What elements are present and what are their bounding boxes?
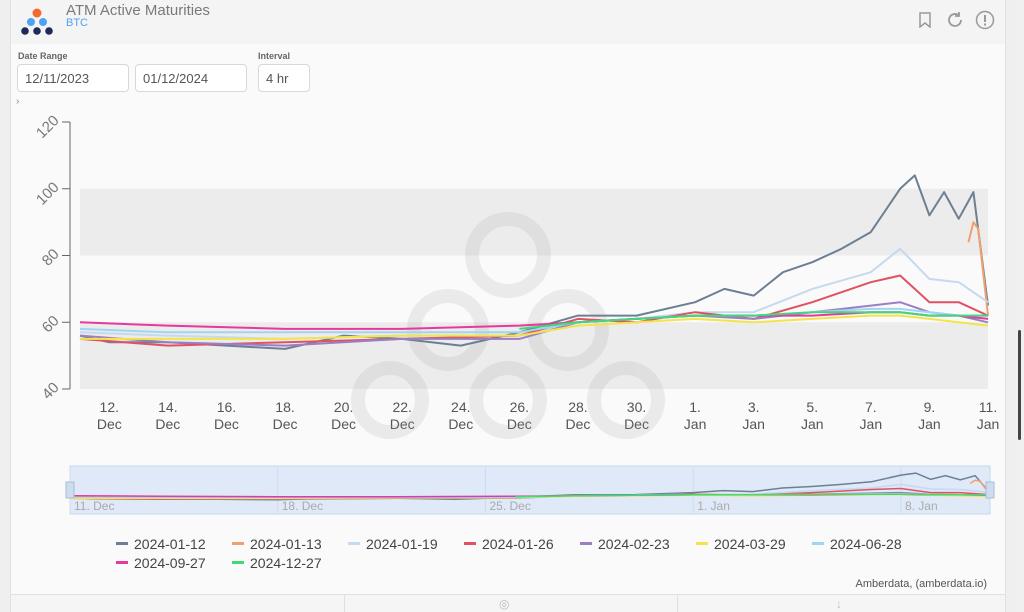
widget-header: ATM Active Maturities BTC [11, 0, 1005, 44]
info-icon[interactable] [975, 10, 995, 30]
x-tick-label: 3. Jan [742, 399, 765, 432]
legend-swatch [812, 542, 824, 545]
legend-swatch [580, 542, 592, 545]
x-tick-label: 26. Dec [507, 399, 532, 432]
legend-swatch [348, 542, 360, 545]
x-tick-label: 5. Jan [801, 399, 824, 432]
legend-swatch [232, 542, 244, 545]
x-tick-label: 11. Jan [977, 399, 1000, 432]
x-tick-label: 7. Jan [860, 399, 883, 432]
download-icon[interactable]: ↓ [836, 597, 842, 611]
navigator-tick-label: 1. Jan [697, 499, 730, 513]
x-tick-label: 12. Dec [97, 399, 122, 432]
x-tick-label: 24. Dec [448, 399, 473, 432]
start-date-input[interactable]: 12/11/2023 [17, 64, 129, 92]
y-tick-label: 40 [39, 379, 63, 403]
x-tick-label: 30. Dec [624, 399, 649, 432]
navigator-tick-label: 8. Jan [905, 499, 938, 513]
legend-item-2024-06-28[interactable]: 2024-06-28 [804, 536, 920, 552]
legend-item-2024-01-13[interactable]: 2024-01-13 [224, 536, 340, 552]
x-tick-label: 28. Dec [565, 399, 590, 432]
x-tick-label: 22. Dec [390, 399, 415, 432]
camera-icon[interactable]: ◎ [499, 597, 510, 611]
y-tick-label: 100 [33, 179, 63, 209]
legend-label: 2024-01-26 [482, 535, 554, 552]
date-range-label: Date Range [18, 51, 68, 61]
chart-area: 40 60 80 100 120 12. Dec 14. Dec 16. Dec 18. Dec 20. D… [33, 112, 1000, 515]
series-line-2024-01-13 [967, 221, 989, 316]
x-tick-label: 16. Dec [214, 399, 239, 432]
interval-select[interactable]: 4 hr [258, 64, 310, 92]
plot-band [80, 188, 988, 256]
data-credit: Amberdata, (amberdata.io) [855, 578, 987, 590]
y-tick-label: 80 [39, 246, 63, 270]
series-line-2024-01-12 [79, 174, 989, 350]
legend-item-2024-01-26[interactable]: 2024-01-26 [456, 536, 572, 552]
legend-label: 2024-01-13 [250, 535, 322, 552]
x-tick-label: 1. Jan [684, 399, 707, 432]
legend-label: 2024-03-29 [714, 535, 786, 552]
navigator-handle-left[interactable] [65, 481, 75, 499]
navigator-series-2024-12-27 [515, 493, 990, 498]
amberdata-logo-icon [21, 8, 53, 35]
end-date-input[interactable]: 01/12/2024 [135, 64, 247, 92]
asset-subtitle: BTC [66, 17, 88, 29]
legend-item-2024-02-23[interactable]: 2024-02-23 [572, 536, 688, 552]
navigator-tick-label: 25. Dec [489, 499, 530, 513]
navigator-series-2024-01-13 [969, 479, 991, 496]
x-tick-label: 20. Dec [331, 399, 356, 432]
y-tick-label: 60 [39, 312, 63, 336]
legend-label: 2024-02-23 [598, 535, 670, 552]
legend-swatch [464, 542, 476, 545]
x-tick-label: 14. Dec [155, 399, 180, 432]
legend-label: 2024-01-12 [134, 535, 206, 552]
interval-label: Interval [258, 51, 291, 61]
refresh-icon[interactable] [945, 10, 965, 30]
legend-label: 2024-09-27 [134, 554, 206, 571]
series-line-2024-03-29 [80, 314, 989, 340]
chart-legend: 2024-01-12 2024-01-13 2024-01-19 2024-01-26… [108, 534, 928, 572]
watermark-logo [351, 212, 665, 439]
widget-footer: ◎ ↓ [11, 594, 1005, 612]
y-tick-label: 120 [33, 112, 63, 142]
series-line-2024-12-27 [519, 311, 988, 330]
legend-label: 2024-06-28 [830, 535, 902, 552]
bookmark-icon[interactable] [915, 10, 935, 30]
series-line-2024-01-26 [79, 274, 989, 347]
legend-label: 2024-12-27 [250, 554, 322, 571]
legend-item-2024-09-27[interactable]: 2024-09-27 [108, 555, 224, 571]
legend-item-2024-01-19[interactable]: 2024-01-19 [340, 536, 456, 552]
legend-swatch [696, 542, 708, 545]
navigator-handle-right[interactable] [985, 481, 995, 499]
legend-swatch [116, 542, 128, 545]
scrollbar-thumb[interactable] [1018, 330, 1021, 440]
x-tick-label: 18. Dec [273, 399, 298, 432]
expand-chevron-icon[interactable]: › [16, 96, 20, 107]
navigator-tick-label: 18. Dec [282, 499, 323, 513]
legend-swatch [232, 561, 244, 564]
legend-swatch [116, 561, 128, 564]
page-scrollbar[interactable] [1015, 0, 1024, 612]
legend-item-2024-03-29[interactable]: 2024-03-29 [688, 536, 804, 552]
legend-item-2024-12-27[interactable]: 2024-12-27 [224, 555, 340, 571]
x-tick-label: 9. Jan [918, 399, 941, 432]
legend-label: 2024-01-19 [366, 535, 438, 552]
navigator-tick-label: 11. Dec [74, 499, 114, 513]
widget-title: ATM Active Maturities [66, 2, 210, 19]
legend-item-2024-01-12[interactable]: 2024-01-12 [108, 536, 224, 552]
